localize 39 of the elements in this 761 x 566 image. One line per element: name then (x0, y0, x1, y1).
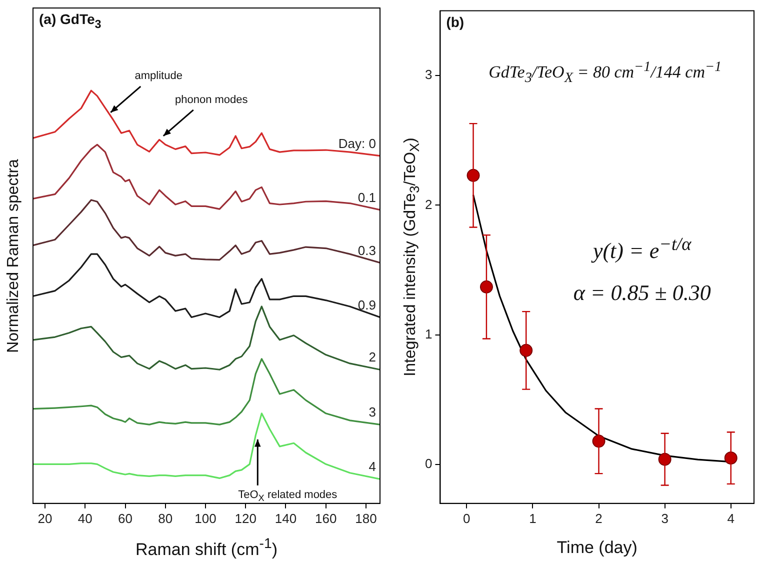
series-label: 0.1 (358, 190, 376, 205)
x-tick-label: 180 (355, 510, 377, 526)
x-tick-label: 4 (727, 510, 734, 526)
x-axis-title: Raman shift (cm$^{-1}$) (135, 536, 278, 560)
point (520, 344, 533, 357)
point (480, 280, 493, 294)
y-tick-label: 0 (424, 456, 432, 472)
x-tick-label: 120 (234, 510, 256, 526)
annotation: y(t) = e$^{−t/α}$ (592, 234, 692, 264)
series-label: 0.9 (358, 297, 376, 312)
chart-title: (b) (446, 14, 464, 30)
x-tick-label: 80 (158, 510, 173, 526)
y-tick-label: 3 (424, 67, 432, 82)
y-tick-label: 1 (424, 326, 432, 342)
x-tick-label: 2 (595, 510, 602, 526)
x-tick-label: 20 (38, 510, 52, 526)
annotation: GdTe$_{3}$/TeO$_{X}$ = 80 cm$^{−1}$/144 cm$^{−1}$ (488, 58, 722, 87)
x-axis-title: Time (day) (556, 538, 638, 558)
x-tick-label: 140 (274, 510, 297, 526)
series-label: 4 (368, 459, 376, 474)
series-label: 0.3 (358, 242, 376, 258)
x-tick-label: 60 (118, 510, 132, 526)
x-tick-label: 1 (529, 510, 536, 526)
x-tick-label: 160 (314, 510, 337, 526)
annotation: α = 0.85 ± 0.30 (573, 280, 711, 306)
x-tick-label: 100 (194, 510, 216, 526)
point (724, 452, 738, 465)
chart-title: (a) GdTe$_{3}$ (39, 11, 102, 31)
annotation: phonon modes (174, 94, 248, 106)
series-label: 3 (368, 404, 376, 420)
x-tick-label: 0 (463, 510, 470, 526)
x-tick-label: 3 (661, 510, 668, 526)
y-axis-title: Normalized Raman spectra (5, 158, 23, 353)
x-tick-label: 40 (78, 510, 92, 526)
annotation: TeO$_{X}$ related modes (238, 489, 338, 504)
series-label: 2 (368, 350, 376, 365)
annotation: amplitude (134, 70, 182, 82)
y-tick-label: 2 (424, 196, 432, 212)
series-label: Day: 0 (338, 136, 376, 151)
